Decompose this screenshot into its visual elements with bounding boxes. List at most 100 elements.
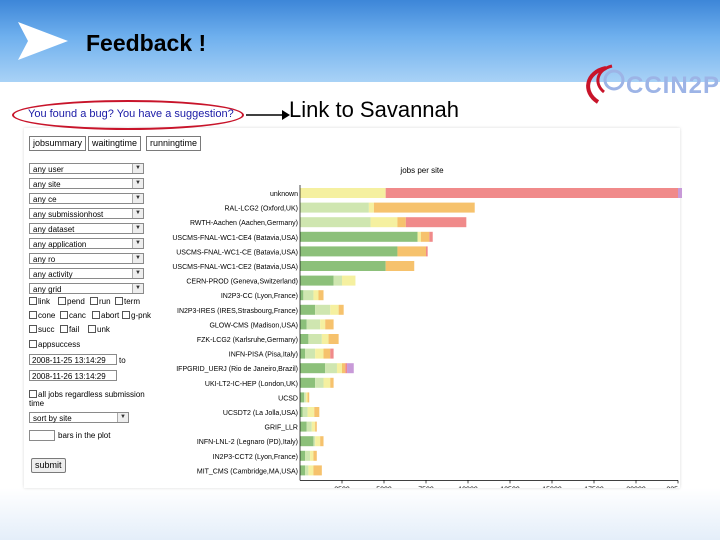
- bar-segment: [305, 348, 316, 359]
- bar-segment: [368, 202, 374, 213]
- bar-segment: [306, 319, 321, 330]
- bar-segment: [345, 363, 348, 374]
- status-checkbox-run[interactable]: run: [90, 297, 111, 306]
- bar-segment: [300, 436, 314, 447]
- callout-highlight: [12, 100, 244, 130]
- bar-segment: [300, 334, 309, 344]
- bar-segment: [306, 421, 312, 432]
- ccin2p3-logo-icon: [586, 64, 625, 104]
- bar-segment: [342, 275, 356, 286]
- select-value: any dataset: [33, 225, 75, 234]
- status-checkbox-unk[interactable]: unk: [88, 325, 110, 334]
- category-label: UKI-LT2-IC-HEP (London,UK): [205, 381, 298, 388]
- checkbox-box: [29, 325, 37, 333]
- status-checkbox-link[interactable]: link: [29, 297, 50, 306]
- date-to-input[interactable]: 2008-11-26 13:14:29: [29, 370, 117, 381]
- bar-segment: [300, 188, 386, 198]
- checkbox-box: [29, 390, 37, 398]
- dataset-select[interactable]: any dataset ▼: [29, 223, 144, 234]
- checkbox-label: unk: [97, 325, 110, 334]
- category-label: IN2P3-CCT2 (Lyon,France): [213, 454, 298, 461]
- bar-segment: [307, 407, 315, 417]
- ce-select[interactable]: any ce ▼: [29, 193, 144, 204]
- bar-segment: [385, 188, 678, 198]
- application-select[interactable]: any application ▼: [29, 238, 144, 249]
- bar-segment: [300, 377, 316, 388]
- status-checkbox-canc[interactable]: canc: [60, 311, 86, 320]
- checkbox-box: [60, 325, 68, 333]
- status-checkbox-cone[interactable]: cone: [29, 311, 55, 320]
- bar-segment: [311, 421, 316, 432]
- logo-text: CCIN2P3: [626, 72, 720, 99]
- tab-runningtime[interactable]: runningtime: [146, 136, 202, 151]
- bar-segment: [300, 450, 306, 461]
- bar-segment: [313, 290, 319, 301]
- status-checkbox-term[interactable]: term: [115, 297, 140, 306]
- checkbox-label: succ: [38, 325, 55, 334]
- chevron-down-icon: ▼: [117, 413, 128, 422]
- x-tick-label: 17500: [584, 486, 604, 488]
- tab-jobsummary[interactable]: jobsummary: [29, 136, 87, 151]
- bar-segment: [313, 465, 322, 476]
- checkbox-box: [115, 297, 123, 305]
- bar-segment: [313, 436, 316, 447]
- submit-button[interactable]: submit: [31, 458, 66, 473]
- grid-select[interactable]: any grid ▼: [29, 283, 144, 294]
- appsuccess-checkbox[interactable]: appsuccess: [29, 340, 80, 349]
- bar-segment: [300, 275, 334, 286]
- bar-segment: [307, 392, 310, 403]
- bar-segment: [300, 407, 303, 417]
- checkbox-label: all jobs regardless submission time: [29, 390, 145, 408]
- chart-title: jobs per site: [399, 166, 444, 175]
- tab-waitingtime[interactable]: waitingtime: [88, 136, 142, 151]
- status-checkbox-abort[interactable]: abort: [92, 311, 119, 320]
- bar-segment: [678, 188, 682, 198]
- status-checkbox-pend[interactable]: pend: [58, 297, 85, 306]
- category-label: GRIF_LLR: [265, 425, 298, 432]
- status-checkbox-gpnk[interactable]: g-pnk: [122, 311, 151, 320]
- jobs-per-site-chart: jobs per site unknown RAL-LCG2 (Oxford,UK…: [172, 166, 682, 488]
- checkbox-box: [88, 325, 96, 333]
- chevron-down-icon: ▼: [132, 209, 143, 218]
- bar-segment: [336, 363, 342, 374]
- select-value: any ro: [33, 255, 56, 264]
- site-select[interactable]: any site ▼: [29, 178, 144, 189]
- chevron-down-icon: ▼: [132, 224, 143, 233]
- x-tick-label: 12500: [500, 486, 520, 488]
- all-jobs-checkbox[interactable]: all jobs regardless submission time: [29, 390, 157, 408]
- ro-select[interactable]: any ro ▼: [29, 253, 144, 264]
- bar-segment: [305, 450, 311, 461]
- bar-segment: [328, 334, 339, 344]
- checkbox-label: run: [99, 297, 111, 306]
- status-checkbox-succ[interactable]: succ: [29, 325, 54, 334]
- bar-segment: [315, 348, 324, 359]
- bar-segment: [420, 231, 430, 242]
- activity-select[interactable]: any activity ▼: [29, 268, 144, 279]
- bar-segment: [417, 231, 421, 242]
- x-tick-label: 20000: [626, 486, 646, 488]
- select-value: any application: [33, 240, 87, 249]
- page-title: Feedback !: [86, 30, 207, 56]
- status-checkbox-fail[interactable]: fail: [60, 325, 79, 334]
- checkbox-label: term: [124, 297, 140, 306]
- bar-segment: [300, 246, 398, 257]
- bar-segment: [325, 319, 334, 330]
- category-label: INFN-LNL-2 (Legnaro (PD),Italy): [197, 439, 298, 446]
- user-select[interactable]: any user ▼: [29, 163, 144, 174]
- bar-group: [300, 188, 682, 476]
- chevron-down-icon: ▼: [132, 254, 143, 263]
- submissionhost-select[interactable]: any submissionhost ▼: [29, 208, 144, 219]
- bar-segment: [315, 421, 317, 432]
- bar-segment: [300, 217, 371, 228]
- bar-segment: [300, 202, 369, 213]
- chevron-down-icon: ▼: [132, 239, 143, 248]
- bars-count-input[interactable]: [29, 430, 55, 441]
- chevron-down-icon: ▼: [132, 194, 143, 203]
- select-value: any activity: [33, 270, 73, 279]
- callout-arrow-icon: [246, 110, 290, 120]
- category-label: FZK-LCG2 (Karlsruhe,Germany): [197, 337, 298, 344]
- bar-segment: [300, 421, 307, 432]
- bar-segment: [325, 363, 337, 374]
- sort-select[interactable]: sort by site ▼: [29, 412, 129, 423]
- date-from-input[interactable]: 2008-11-25 13:14:29: [29, 354, 117, 365]
